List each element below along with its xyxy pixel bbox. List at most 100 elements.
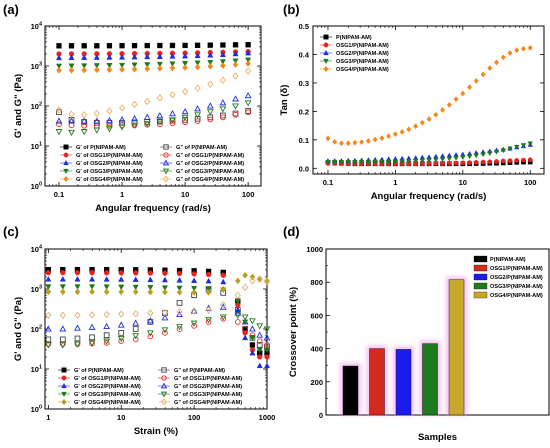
data-point (132, 276, 139, 282)
data-point (194, 63, 201, 71)
data-point (521, 157, 526, 163)
series-7 (44, 312, 271, 349)
data-point (60, 270, 66, 276)
data-point (103, 288, 110, 296)
data-point (264, 342, 270, 348)
legend-label: G" of P(NIPAM-AM) (176, 145, 227, 151)
data-point (68, 66, 75, 74)
data-point (56, 121, 62, 128)
x-tick-label: 1 (393, 178, 397, 187)
data-point (88, 311, 96, 319)
data-point (507, 158, 513, 163)
data-point (191, 277, 198, 283)
data-point (205, 271, 212, 278)
data-point (487, 151, 493, 157)
y-tick-label: 800 (310, 278, 323, 287)
legend-label: OSG1/P(NIPAM-AM) (490, 266, 543, 272)
data-point (156, 61, 163, 68)
series-8 (56, 60, 251, 74)
legend-marker (161, 375, 167, 381)
legend-marker (323, 49, 329, 56)
data-point (207, 42, 213, 48)
data-point (514, 47, 520, 54)
series-0 (56, 42, 251, 49)
legend-label: OSG4/P(NIPAM-AM) (490, 293, 543, 299)
data-point (45, 311, 52, 320)
y-tick-label: 101 (31, 142, 42, 152)
legend-marker (163, 152, 169, 158)
data-point (106, 66, 113, 74)
data-point (220, 114, 226, 121)
data-point (74, 284, 81, 290)
data-point (162, 330, 168, 336)
x-axis-title: Angular frequency (rad/s) (95, 203, 211, 214)
data-point (399, 159, 405, 165)
data-point (80, 129, 88, 136)
legend-label: P(NIPAM-AM) (336, 35, 372, 41)
data-point (157, 121, 163, 128)
data-point (176, 277, 183, 283)
data-point (131, 62, 138, 69)
data-point (169, 91, 176, 99)
data-point (487, 159, 493, 165)
data-point (206, 102, 214, 109)
data-point (256, 323, 264, 330)
data-point (439, 157, 446, 163)
data-point (106, 63, 113, 69)
legend-label: G" of OSG4/P(NIPAM-AM) (176, 177, 244, 183)
data-point (256, 338, 263, 344)
y-tick-label: 101 (31, 365, 42, 375)
data-point (520, 45, 527, 52)
data-point (182, 42, 188, 49)
data-point (220, 62, 226, 70)
data-point (257, 354, 263, 360)
legend-marker (162, 159, 170, 166)
data-point (190, 320, 198, 327)
data-point (55, 106, 63, 114)
data-point (338, 140, 344, 147)
data-point (234, 291, 241, 299)
data-point (176, 285, 183, 292)
data-point (413, 123, 419, 130)
data-point (182, 117, 188, 123)
y-tick-label: 200 (310, 378, 323, 387)
legend-marker (61, 391, 67, 398)
data-point (191, 286, 198, 292)
data-point (245, 60, 251, 67)
data-point (263, 362, 271, 369)
data-point (249, 325, 256, 332)
data-point (219, 314, 227, 321)
legend-label: G' of P(NIPAM-AM) (74, 368, 124, 374)
data-point (56, 43, 62, 49)
data-point (176, 270, 183, 277)
data-point (156, 112, 164, 119)
legend-marker (160, 382, 168, 389)
data-point (419, 119, 425, 126)
data-point (242, 271, 248, 279)
series-3 (45, 315, 270, 348)
y-tick-label: 0.1 (299, 136, 309, 145)
legend-marker (61, 382, 67, 389)
data-point (80, 117, 88, 124)
y-axis-title: G' and G" (Pa) (13, 74, 24, 138)
data-point (480, 152, 486, 158)
data-point (147, 333, 154, 340)
data-point (88, 323, 96, 330)
data-point (68, 117, 75, 124)
legend-marker (163, 175, 169, 183)
data-point (118, 116, 126, 123)
data-point (144, 65, 151, 73)
data-point (93, 117, 101, 124)
data-point (500, 158, 506, 164)
data-point (182, 64, 188, 72)
data-point (264, 278, 270, 286)
data-point (132, 326, 139, 332)
data-point (161, 276, 169, 283)
data-point (207, 80, 214, 88)
data-point (399, 128, 405, 135)
y-tick-label: 103 (31, 285, 42, 295)
data-point (106, 126, 113, 133)
data-point (419, 158, 426, 164)
data-point (106, 43, 113, 49)
data-point (194, 118, 201, 124)
